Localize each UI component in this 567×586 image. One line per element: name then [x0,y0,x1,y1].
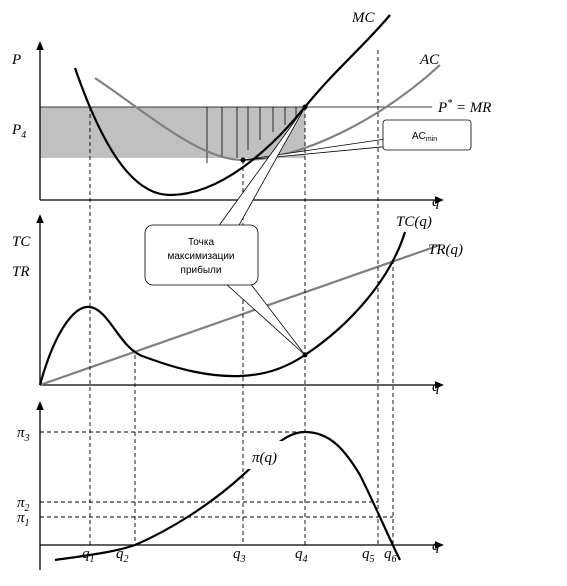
tr-axis-label: TR [12,264,30,280]
callout-line: Точка [188,237,214,248]
hatch [206,107,297,163]
y-tick-label: π1 [17,510,30,529]
callout-box [382,119,472,151]
guides [89,50,394,545]
x-label: q [432,194,440,210]
tc-axis-label: TC [12,234,31,250]
x-tick-label: q4 [295,546,308,565]
mc-curve [73,14,391,197]
x-label: q [432,538,440,554]
profit-curve [54,430,401,562]
middle-panel: TC TR TC(q) TR(q) q [12,214,463,395]
tr-label: TR(q) [428,242,463,258]
y-tick-label: π2 [17,495,30,514]
x-tick-label: q2 [116,546,129,565]
profit-callout: Точка максимизации прибыли [144,106,306,356]
callout-text: ACmin [412,131,437,143]
x-label: q [432,379,440,395]
x-tick-label: q6 [384,546,397,565]
callout-line: максимизации [167,251,234,262]
y-tick-label: π3 [17,425,30,444]
callout-line: прибыли [181,264,222,276]
curve-label-box [246,441,290,469]
tr-line [39,243,441,387]
mr-label: P* = MR [437,98,491,116]
ac-label: AC [419,52,440,68]
top-panel: P P4 MC AC P* = MR q ACmin [11,10,491,210]
tc-curve [38,231,407,386]
price-label: P4 [11,122,26,141]
y-label: P [11,52,21,68]
x-tick-label: q1 [82,546,95,565]
curve-label: π(q) [252,450,277,466]
x-tick-label: q3 [233,546,246,565]
mc-label: MC [351,10,375,26]
tc-label: TC(q) [396,214,432,230]
x-tick-label: q5 [362,546,375,565]
